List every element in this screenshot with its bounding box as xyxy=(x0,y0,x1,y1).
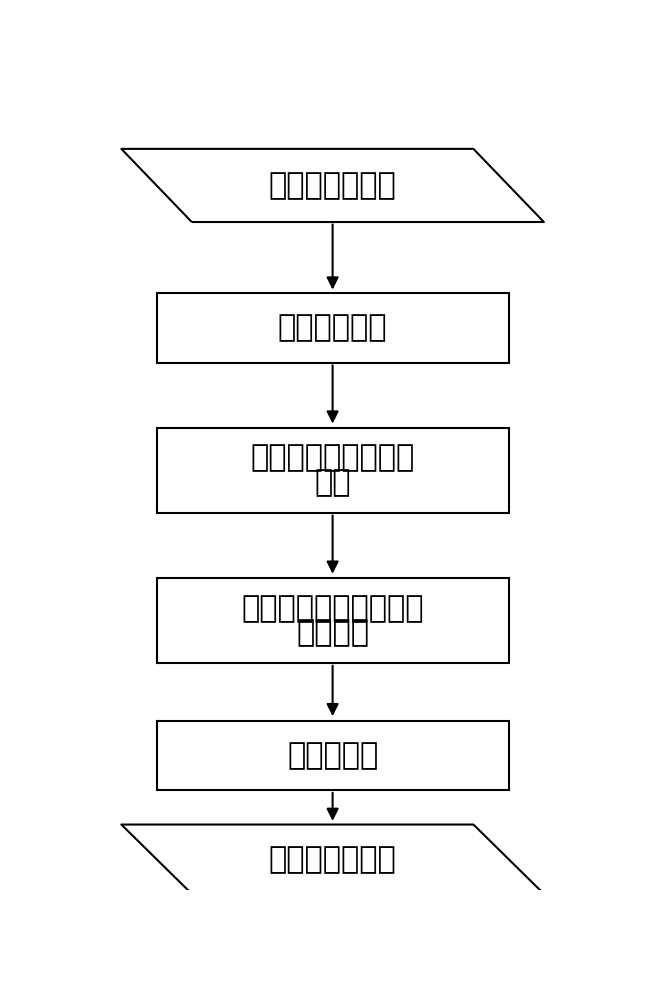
Text: 计算: 计算 xyxy=(314,468,351,497)
Bar xyxy=(156,428,509,513)
Bar xyxy=(156,721,509,790)
Text: 边缘点邻域像素梯度: 边缘点邻域像素梯度 xyxy=(251,444,415,473)
Bar xyxy=(156,578,509,663)
Text: 权値计算: 权値计算 xyxy=(296,618,369,647)
Bar xyxy=(156,293,509,363)
Text: 寻找最优对称轴: 寻找最优对称轴 xyxy=(269,845,397,874)
Text: 待检测对称图像: 待检测对称图像 xyxy=(269,171,397,200)
Text: 目标边缘提取: 目标边缘提取 xyxy=(278,313,387,342)
Text: 极坐标映射: 极坐标映射 xyxy=(287,741,378,770)
Text: 边缘点集中轴线方向及: 边缘点集中轴线方向及 xyxy=(241,594,424,623)
